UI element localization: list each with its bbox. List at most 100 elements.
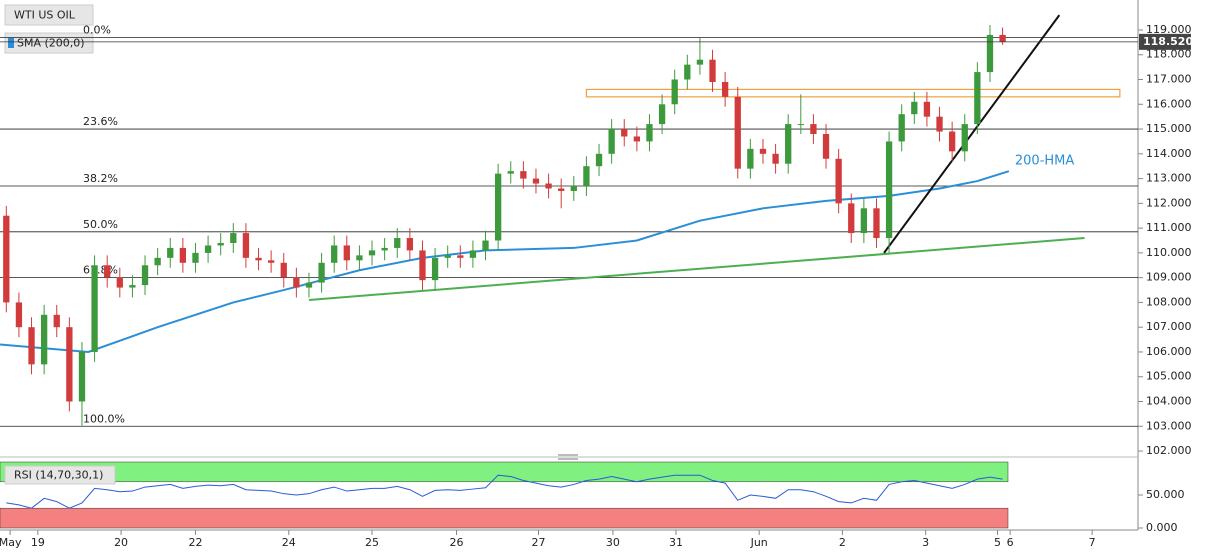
- candle-body: [936, 116, 943, 132]
- candle-body: [570, 186, 577, 191]
- y-tick-label: 115.000: [1146, 122, 1192, 135]
- candle-body: [255, 257, 262, 261]
- y-tick-label: 105.000: [1146, 370, 1192, 383]
- candle-body: [91, 265, 98, 352]
- panel-handle[interactable]: [558, 454, 578, 460]
- candle-body: [3, 215, 10, 303]
- x-tick-label: 24: [282, 536, 296, 549]
- x-tick-label: May: [0, 536, 22, 549]
- y-tick-label: 116.000: [1146, 97, 1192, 110]
- indicator-box: [4, 32, 94, 54]
- candle-body: [40, 314, 48, 365]
- candle-body: [305, 282, 313, 288]
- candle-body: [406, 238, 414, 251]
- candle-body: [356, 255, 363, 261]
- candle-body: [381, 247, 388, 251]
- candle-body: [658, 104, 666, 125]
- fib-label: 50.0%: [83, 218, 118, 231]
- y-tick-label: 102.000: [1146, 444, 1192, 457]
- candle-body: [154, 257, 161, 266]
- candle-body: [797, 124, 804, 126]
- candle-body: [885, 141, 893, 239]
- candle-body: [558, 188, 565, 191]
- x-tick-label: 3: [922, 536, 929, 549]
- candle-body: [961, 124, 968, 152]
- y-tick-label: 109.000: [1146, 271, 1192, 284]
- candle-body: [785, 124, 792, 164]
- candle-body: [671, 79, 678, 105]
- candle-body: [318, 262, 325, 283]
- candle-body: [242, 233, 250, 258]
- resistance-zone: [585, 88, 1121, 98]
- trendline: [883, 14, 1061, 254]
- candle-body: [898, 114, 905, 142]
- candle-body: [204, 245, 212, 253]
- y-tick-label: 113.000: [1146, 172, 1192, 185]
- candle-body: [684, 64, 691, 80]
- rsi-overbought-band: [0, 461, 1009, 483]
- candle-body: [217, 242, 224, 246]
- fib-label: 38.2%: [83, 172, 118, 185]
- candle-body: [104, 265, 111, 278]
- candle-body: [192, 252, 199, 263]
- y-tick-label: 119.000: [1146, 23, 1192, 36]
- candle-body: [772, 153, 779, 164]
- candle-body: [621, 129, 628, 137]
- rsi-line: [6, 474, 1003, 509]
- x-tick-label: 25: [365, 536, 379, 549]
- candle-body: [810, 124, 817, 134]
- y-tick-label: 110.000: [1146, 246, 1192, 259]
- candle-body: [444, 255, 451, 258]
- candle-body: [860, 208, 868, 234]
- y-tick-label: 106.000: [1146, 345, 1192, 358]
- candle-body: [331, 245, 338, 263]
- y-tick-label: 108.000: [1146, 295, 1192, 308]
- candle-body: [948, 131, 956, 152]
- rsi-label-box: [4, 465, 116, 485]
- candle-body: [545, 183, 552, 189]
- rsi-label: RSI (14,70,30,1): [14, 469, 103, 482]
- hma-line: [0, 170, 1010, 353]
- x-tick-label: 31: [669, 536, 683, 549]
- fib-label: 0.0%: [83, 23, 111, 36]
- x-tick-label: 7: [1089, 536, 1096, 549]
- candle-body: [747, 148, 754, 169]
- x-tick-label: 30: [606, 536, 620, 549]
- y-tick-label: 112.000: [1146, 196, 1192, 209]
- symbol-box: [4, 4, 94, 26]
- trendline: [308, 237, 1085, 301]
- candle-body: [595, 153, 603, 167]
- candle-body: [999, 34, 1006, 42]
- last-price-label: 118.520: [1143, 35, 1193, 48]
- candle-body: [532, 178, 540, 184]
- y-tick-label: 111.000: [1146, 221, 1192, 234]
- indicator-label: SMA (200,0): [17, 37, 85, 50]
- fib-label: 100.0%: [83, 412, 125, 425]
- candle-body: [873, 208, 880, 239]
- x-tick-label: 19: [31, 536, 45, 549]
- rsi-tick-label: 50.000: [1146, 488, 1185, 501]
- candle-body: [923, 101, 931, 117]
- candle-body: [431, 257, 439, 281]
- x-tick-label: 2: [839, 536, 846, 549]
- y-tick-label: 117.000: [1146, 73, 1192, 86]
- candle-body: [28, 327, 35, 365]
- last-price-box: [1139, 33, 1191, 50]
- x-tick-label: 22: [188, 536, 202, 549]
- candle-body: [709, 59, 716, 82]
- candle-body: [520, 171, 527, 179]
- candle-body: [66, 327, 73, 402]
- candle-body: [848, 203, 855, 234]
- y-tick-label: 118.000: [1146, 48, 1192, 61]
- candle-body: [394, 238, 401, 248]
- candle-body: [835, 158, 842, 204]
- rsi-oversold-band: [0, 507, 1009, 529]
- candle-body: [116, 277, 123, 288]
- candle-body: [469, 250, 477, 258]
- candle-body: [230, 233, 237, 243]
- candle-body: [141, 265, 149, 286]
- candle-body: [507, 171, 514, 174]
- candle-body: [759, 148, 767, 154]
- candle-body: [280, 262, 287, 278]
